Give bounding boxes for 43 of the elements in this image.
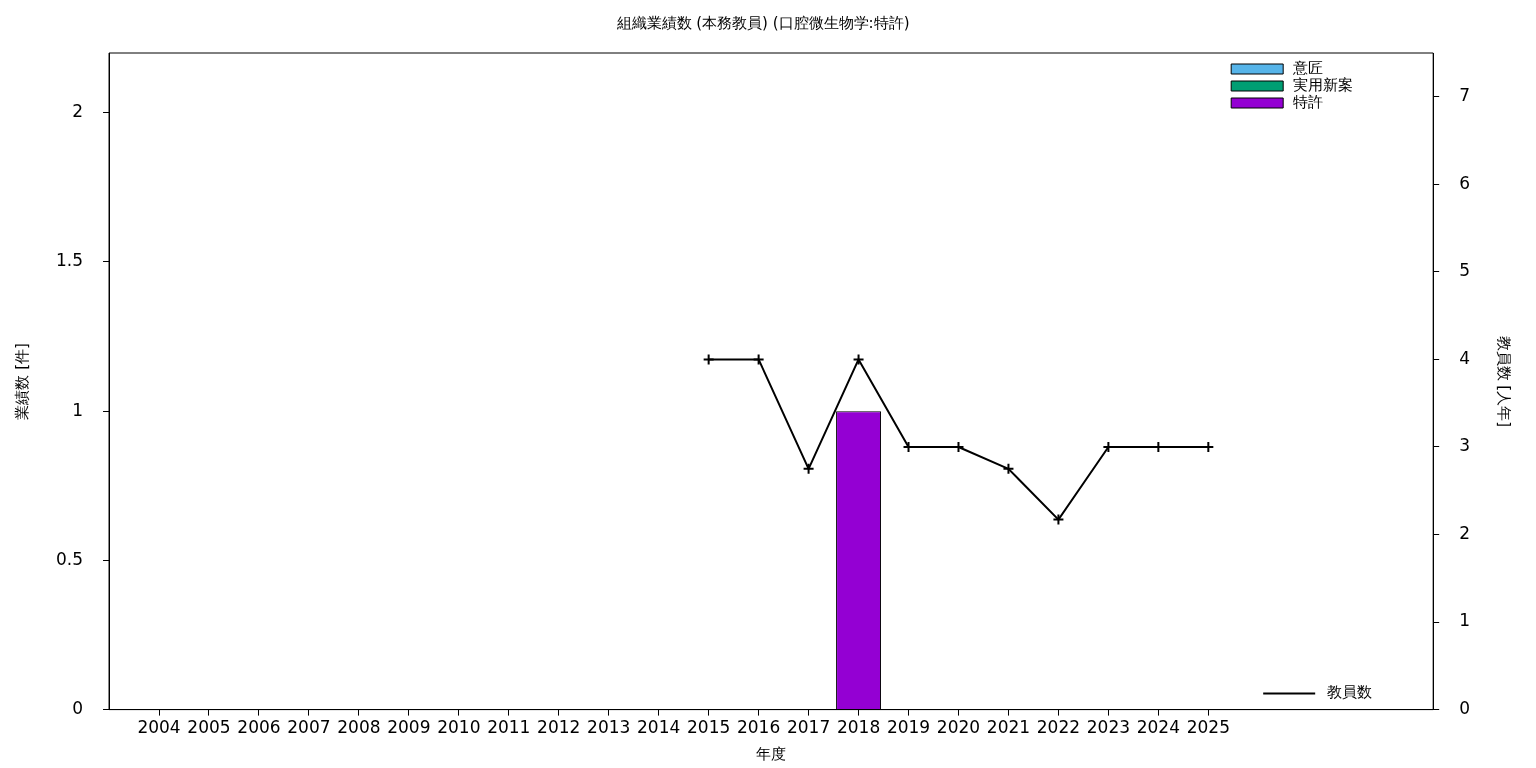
x-tick-label: 2004 — [137, 717, 181, 738]
y-tick-label: 0 — [72, 698, 84, 719]
y-axis-title: 業績数 [件] — [12, 343, 31, 420]
x-tick-label: 2019 — [886, 717, 931, 738]
x-tick-label: 2013 — [587, 717, 631, 738]
x-tick-label: 2008 — [337, 717, 381, 738]
x-tick-label: 2005 — [187, 717, 231, 738]
x-tick-label: 2023 — [1086, 717, 1131, 738]
y2-axis-title: 教員数 [人年] — [1495, 335, 1514, 428]
x-tick-label: 2014 — [637, 717, 681, 738]
x-tick-label: 2022 — [1036, 717, 1081, 738]
x-axis-title: 年度 — [756, 744, 787, 763]
x-tick-label: 2012 — [537, 717, 581, 738]
y2-tick-label: 7 — [1459, 85, 1471, 106]
x-tick-label: 2006 — [237, 717, 281, 738]
y2-tick-label: 0 — [1459, 698, 1471, 719]
x-tick-label: 2021 — [986, 717, 1031, 738]
y-tick-label: 1.5 — [55, 250, 84, 271]
y-tick-label: 1 — [72, 399, 84, 420]
y2-tick-label: 1 — [1459, 610, 1471, 631]
chart-title: 組織業績数 (本務教員) (口腔微生物学:特許) — [615, 13, 910, 32]
x-tick-label: 2020 — [936, 717, 981, 738]
legend-label: 実用新案 — [1293, 75, 1354, 94]
legend-label: 意匠 — [1292, 58, 1324, 77]
x-tick-label: 2009 — [387, 717, 431, 738]
x-tick-label: 2016 — [736, 717, 781, 738]
y2-tick-label: 4 — [1459, 347, 1471, 368]
x-tick-label: 2025 — [1186, 717, 1230, 738]
y2-tick-label: 2 — [1459, 522, 1471, 543]
y2-tick-label: 6 — [1459, 172, 1471, 193]
x-tick-label: 2007 — [287, 717, 331, 738]
x-tick-label: 2017 — [786, 717, 831, 738]
x-tick-label: 2010 — [437, 717, 481, 738]
x-tick-label: 2018 — [836, 717, 881, 738]
y2-tick-label: 5 — [1459, 260, 1471, 281]
y2-tick-label: 3 — [1459, 435, 1471, 456]
x-tick-label: 2015 — [687, 717, 731, 738]
legend-label: 特許 — [1293, 92, 1324, 111]
y-tick-label: 2 — [72, 101, 84, 122]
x-tick-label: 2024 — [1136, 717, 1180, 738]
y-tick-label: 0.5 — [55, 548, 84, 569]
legend-label: 教員数 — [1327, 683, 1373, 702]
x-tick-label: 2011 — [487, 717, 531, 738]
